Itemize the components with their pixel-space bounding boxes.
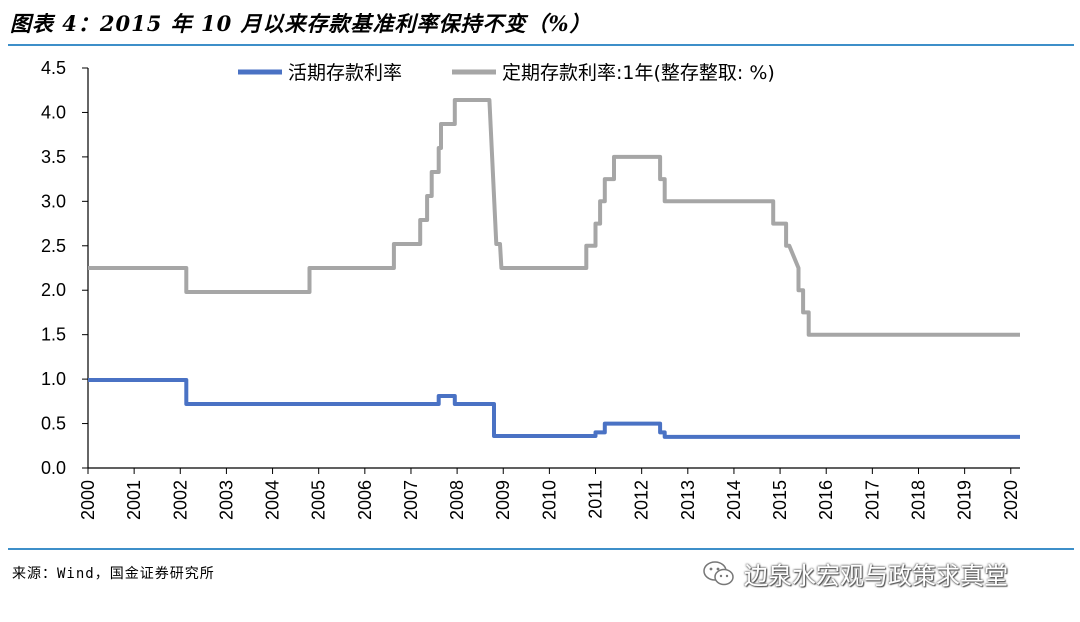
x-tick-label: 2014: [724, 480, 744, 520]
x-tick-label: 2016: [816, 480, 836, 520]
x-tick-label: 2006: [355, 480, 375, 520]
y-tick-label: 3.5: [41, 147, 66, 167]
title-divider: [8, 44, 1074, 46]
y-tick-label: 0.5: [41, 414, 66, 434]
footer-divider: [8, 548, 1074, 550]
y-tick-label: 4.5: [41, 58, 66, 78]
x-tick-label: 2007: [401, 480, 421, 520]
source-note: 来源：Wind，国金证券研究所: [12, 566, 215, 582]
x-tick-label: 2015: [770, 480, 790, 520]
wechat-icon: [703, 560, 734, 585]
watermark-text: 边泉水宏观与政策求真堂: [744, 562, 1008, 590]
x-tick-label: 2018: [908, 480, 928, 520]
y-tick-label: 4.0: [41, 102, 66, 122]
series-line-1: [88, 98, 1020, 337]
y-tick-label: 0.0: [41, 458, 66, 478]
watermark: 边泉水宏观与政策求真堂: [702, 556, 1008, 591]
y-tick-label: 3.0: [41, 191, 66, 211]
x-tick-label: 2002: [170, 480, 190, 520]
legend-label: 活期存款利率: [288, 62, 402, 84]
y-tick-label: 2.0: [41, 280, 66, 300]
x-tick-label: 2011: [586, 480, 606, 519]
x-tick-label: 2013: [678, 480, 698, 520]
chart-title: 图表 4：2015 年 10 月以来存款基准利率保持不变（%）: [10, 11, 592, 36]
y-tick-label: 1.5: [41, 325, 66, 345]
x-tick-label: 2003: [216, 480, 236, 520]
chart-series: [88, 98, 1020, 439]
x-tick-label: 2001: [124, 480, 144, 520]
y-tick-label: 2.5: [41, 236, 66, 256]
x-tick-label: 2010: [539, 480, 559, 520]
x-tick-label: 2009: [493, 480, 513, 520]
line-chart: 0.0 0.5 1.0 1.5 2.0 2.5 3.0 3.5 4.0 4.5 2000 2001 20…: [41, 58, 1021, 520]
series-line-0: [88, 378, 1020, 439]
x-tick-label: 2017: [862, 480, 882, 520]
x-tick-label: 2008: [447, 480, 467, 520]
x-tick-label: 2020: [1001, 480, 1021, 520]
y-tick-label: 1.0: [41, 369, 66, 389]
x-tick-label: 2019: [955, 480, 975, 520]
x-tick-label: 2012: [632, 480, 652, 520]
legend-label: 定期存款利率:1年(整存整取: %): [502, 62, 775, 84]
x-tick-label: 2004: [263, 480, 283, 520]
x-tick-label: 2005: [309, 480, 329, 520]
chart-axes: 0.0 0.5 1.0 1.5 2.0 2.5 3.0 3.5 4.0 4.5 2000 2001 20…: [41, 58, 1021, 520]
chart-legend: 活期存款利率 定期存款利率:1年(整存整取: %): [238, 62, 775, 84]
x-tick-label: 2000: [78, 480, 98, 520]
